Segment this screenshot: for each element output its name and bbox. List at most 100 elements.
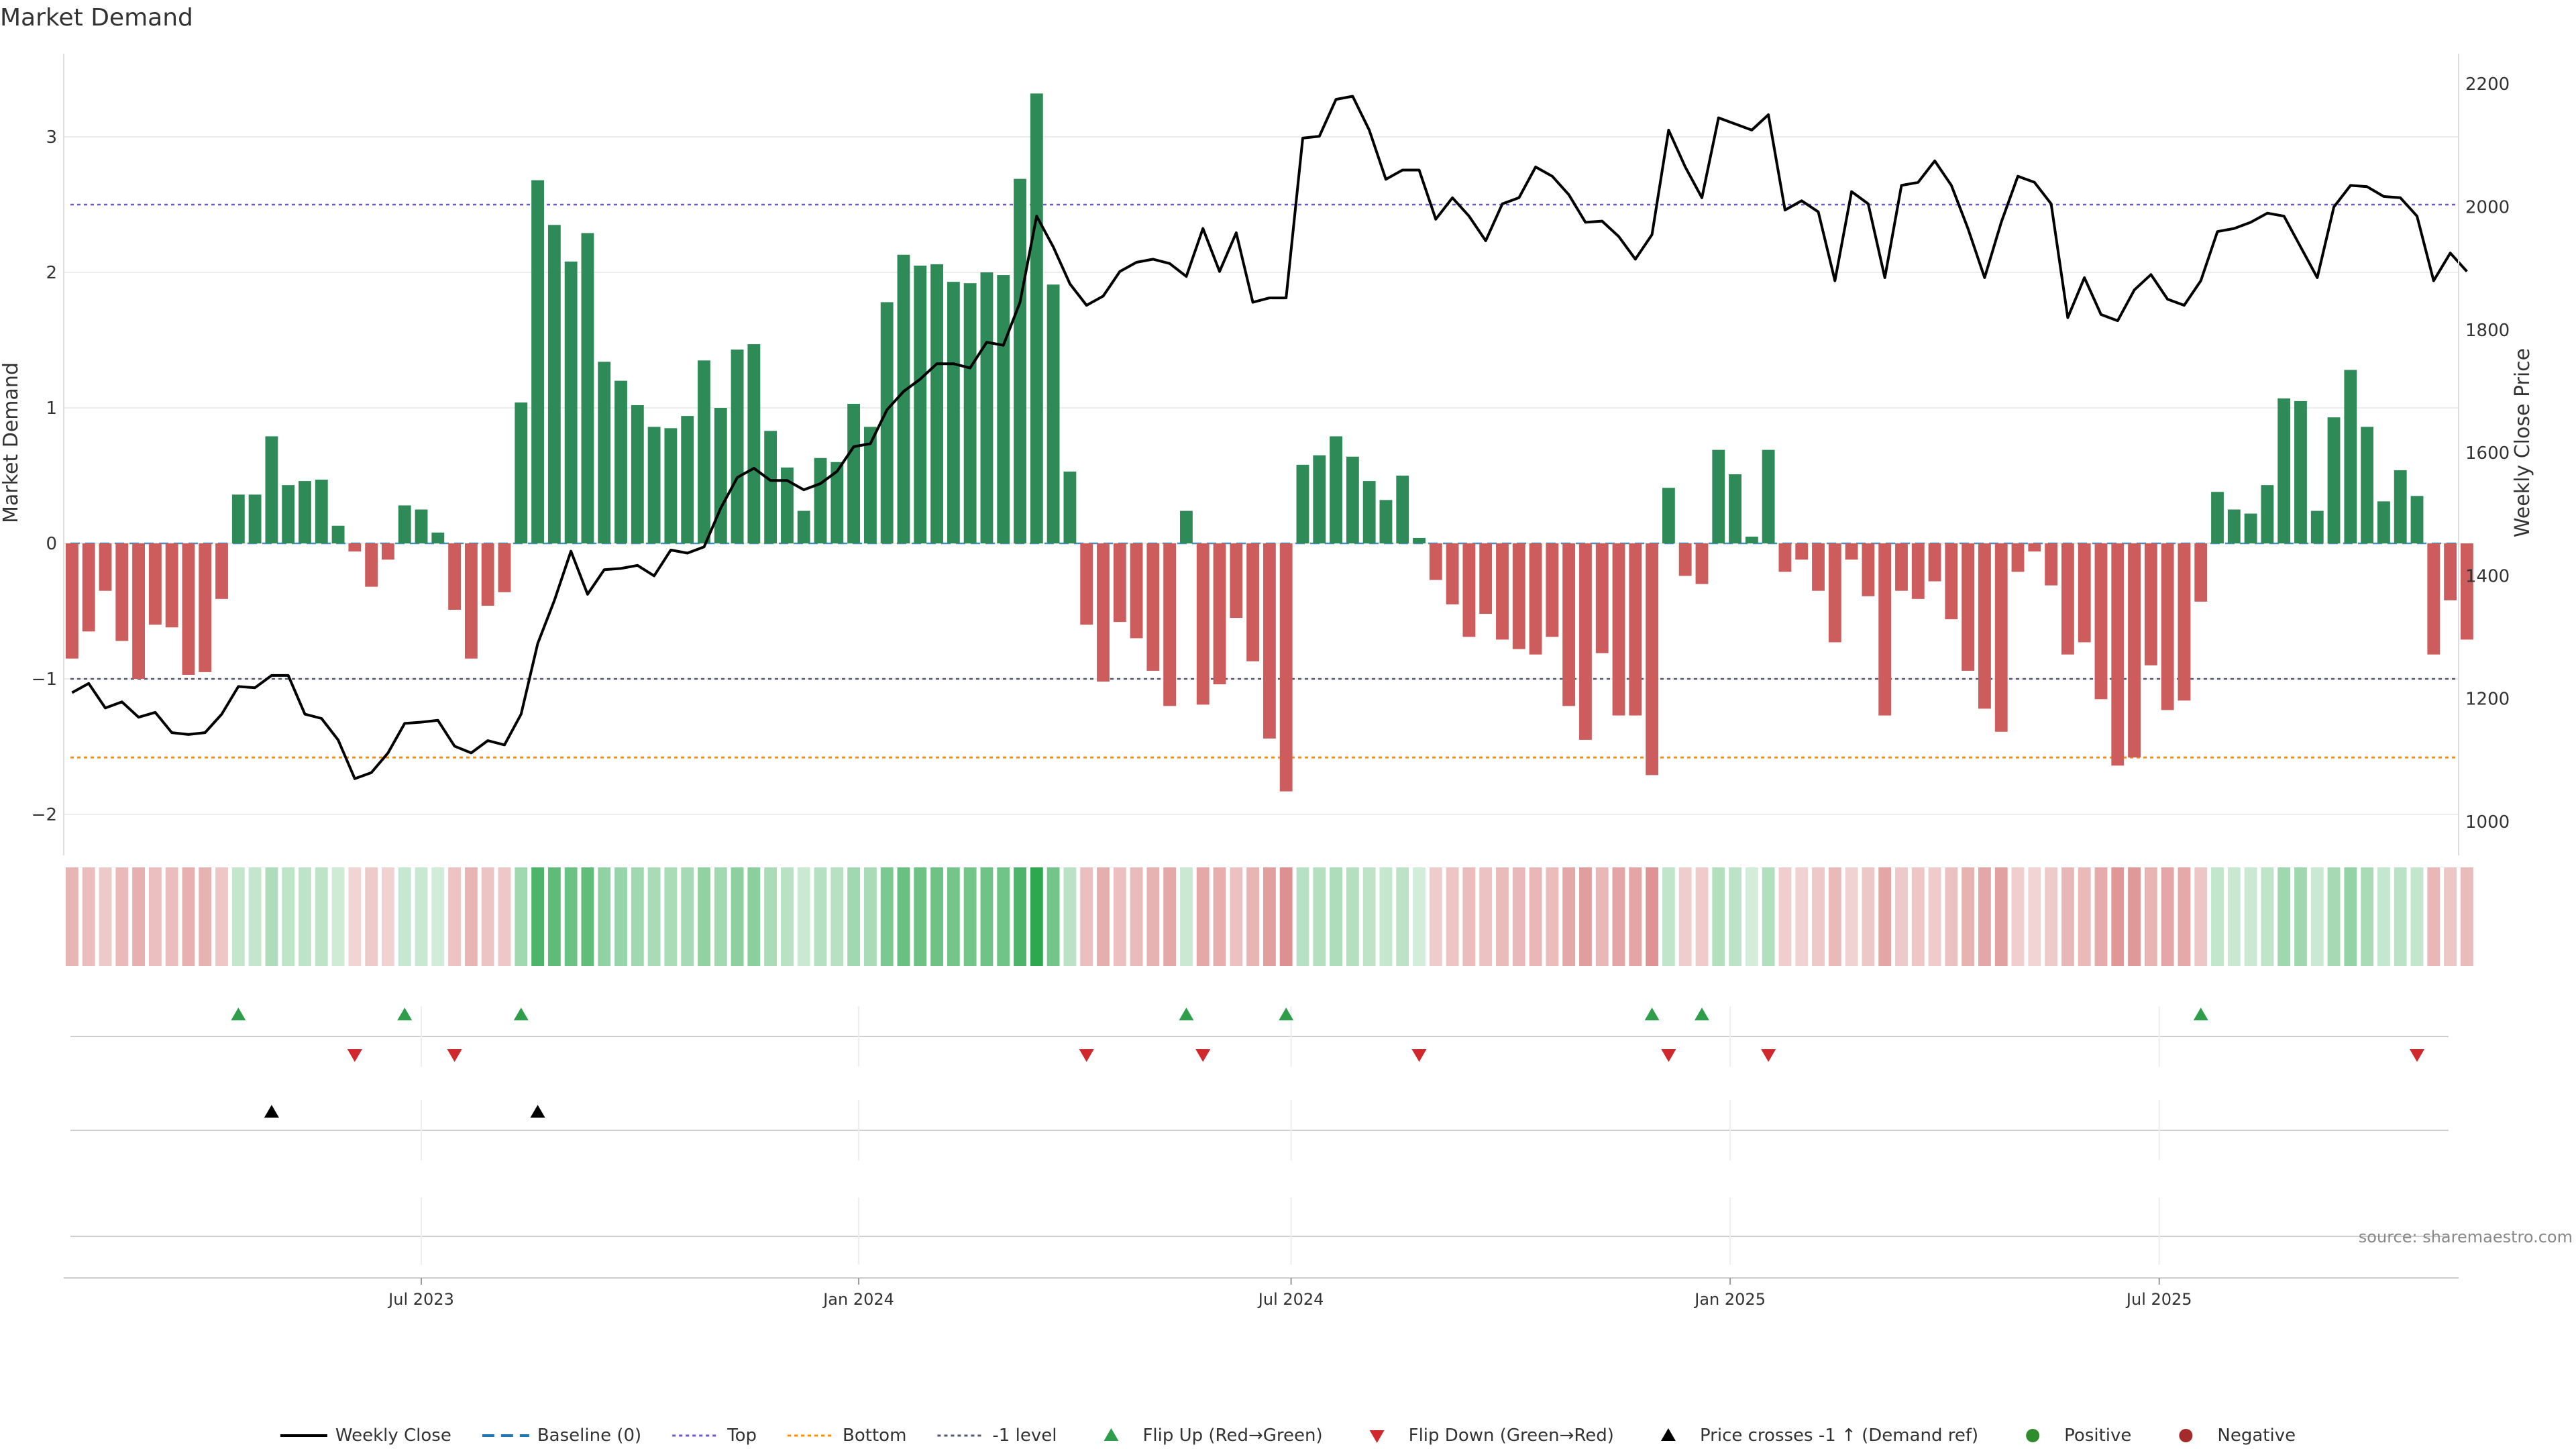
strength-cell [1113,867,1126,966]
strength-cell [1163,867,1177,966]
demand-bar [1595,543,1609,653]
demand-bar [2361,427,2374,543]
strength-cell [547,867,561,966]
strength-cell [698,867,710,966]
demand-bar [1795,543,1809,560]
strength-cell [1246,867,1260,966]
demand-bar [2344,370,2357,543]
strength-cell [2111,867,2125,966]
flip-up-marker [231,1008,246,1020]
strength-cell [1396,867,1409,966]
flip-up-marker [1694,1008,1709,1020]
flip-down-marker [1761,1049,1776,1062]
strength-cell [1862,867,1875,966]
demand-bar [248,494,262,543]
demand-bar [2261,485,2274,543]
demand-bar [1978,543,1991,709]
strength-cell [764,867,777,966]
strength-cell [448,867,462,966]
strength-cell [531,867,544,966]
demand-bar [564,261,578,543]
demand-bar [631,405,644,543]
legend-label: Positive [2064,1426,2131,1446]
demand-bar [2211,492,2224,543]
demand-bar [1279,543,1293,792]
strength-cell [1213,867,1226,966]
demand-bar [448,543,462,610]
legend-label: Negative [2217,1426,2296,1446]
demand-bar [398,505,411,543]
x-tick-label: Jul 2023 [387,1290,454,1309]
strength-cell [897,867,910,966]
demand-bar [382,543,394,560]
demand-bar [215,543,228,599]
demand-bar [1014,178,1026,543]
demand-bar [265,436,278,543]
left-tick-label: 0 [46,534,57,554]
demand-bar [99,543,112,591]
demand-bar [1429,543,1442,580]
strength-cell [2144,867,2157,966]
left-tick-label: 3 [46,127,57,148]
demand-bar [2444,543,2457,600]
demand-bar [1562,543,1576,706]
weekly-close-polyline [71,95,2468,780]
strength-cell [2261,867,2274,966]
strength-cell [2011,867,2025,966]
left-axis-label: Market Demand [0,362,23,523]
demand-bar [1629,543,1642,716]
weekly-close-line [71,95,2468,780]
demand-bar [1479,543,1493,614]
strength-cell [2227,867,2241,966]
strength-cell [1945,867,1958,966]
demand-bar [2045,543,2058,586]
demand-bar [947,282,960,543]
strength-cell [2327,867,2341,966]
demand-bar [231,494,245,543]
demand-bar [781,467,794,543]
demand-bar [2111,543,2125,766]
strength-cell [1362,867,1376,966]
strength-cell [1662,867,1675,966]
demand-bar [1895,543,1908,591]
demand-bar [847,403,861,543]
demand-bar [914,265,927,543]
strength-cell [1895,867,1908,966]
strength-cell [1413,867,1426,966]
strength-cell [631,867,644,966]
strength-cell [1479,867,1493,966]
strength-cell [1063,867,1077,966]
strength-cell [231,867,245,966]
demand-bar [997,275,1010,543]
demand-bar [182,543,195,675]
demand-bars [65,93,2473,792]
strength-cell [2094,867,2108,966]
strength-cell [930,867,943,966]
demand-bar [614,380,627,543]
strength-cell [2277,867,2291,966]
demand-bar [299,481,311,543]
strength-cell [963,867,977,966]
strength-cell [1878,867,1892,966]
demand-bar [830,462,844,543]
right-tick-label: 1200 [2465,690,2510,710]
demand-bar [165,543,178,628]
demand-bar [764,431,777,543]
strength-cell [1180,867,1193,966]
strength-cell [2244,867,2257,966]
strength-cell [2310,867,2324,966]
demand-bar [1462,543,1476,637]
axes: −2 −1 0 1 2 3 1000 1200 1400 1600 1800 2000 2200 Mark… [0,54,2534,855]
strength-cell [781,867,794,966]
demand-bar [282,485,295,543]
demand-bar [1230,543,1243,619]
strength-cell [1678,867,1692,966]
strength-cell [1962,867,1975,966]
strength-cell [2294,867,2307,966]
x-tick-label: Jul 2025 [2125,1290,2192,1309]
strength-cell [1330,867,1342,966]
strength-cell [82,867,95,966]
demand-bar [1862,543,1875,596]
demand-bar [331,525,345,543]
